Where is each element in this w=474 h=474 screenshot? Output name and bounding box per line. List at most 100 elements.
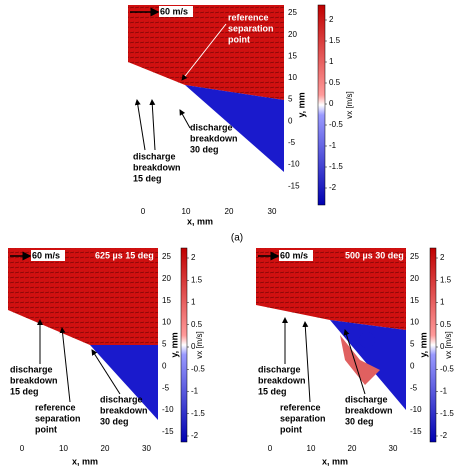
annotation: discharge bbox=[258, 364, 301, 374]
field-negative bbox=[359, 332, 375, 348]
x-tick-label: 30 bbox=[142, 444, 151, 453]
annotation: breakdown bbox=[10, 375, 58, 385]
annotation: breakdown bbox=[190, 133, 238, 143]
y-tick-label: 25 bbox=[410, 252, 419, 261]
colorbar-tick-label: 2 bbox=[191, 253, 196, 262]
colorbar-tick-label: 2 bbox=[329, 15, 334, 24]
colorbar-label: vx [m/s] bbox=[195, 331, 204, 359]
speed-label: 60 m/s bbox=[32, 250, 60, 260]
colorbar-tick-label: -2 bbox=[191, 431, 199, 440]
x-tick-label: 0 bbox=[268, 444, 273, 453]
colorbar-label: vx [m/s] bbox=[345, 91, 354, 119]
field-vectors bbox=[8, 248, 158, 345]
colorbar-tick-label: -1 bbox=[329, 141, 337, 150]
x-tick-label: 20 bbox=[225, 207, 234, 216]
colorbar-tick-label: 1 bbox=[440, 298, 445, 307]
speed-label: 60 m/s bbox=[280, 250, 308, 260]
x-tick-label: 10 bbox=[307, 444, 316, 453]
colorbar-tick-label: 0 bbox=[329, 99, 334, 108]
y-tick-label: 5 bbox=[410, 340, 415, 349]
x-tick-label: 20 bbox=[348, 444, 357, 453]
annotation-arrow bbox=[179, 109, 191, 129]
x-axis-label: x, mm bbox=[72, 456, 98, 466]
annotation: 15 deg bbox=[10, 386, 39, 396]
annotation: breakdown bbox=[345, 405, 393, 415]
colorbar-tick-label: -1 bbox=[440, 387, 448, 396]
y-tick-label: 0 bbox=[288, 116, 293, 125]
colorbar-tick-label: 0.5 bbox=[191, 320, 203, 329]
x-tick-label: 30 bbox=[268, 207, 277, 216]
colorbar-tick-label: -0.5 bbox=[191, 364, 205, 373]
annotation: reference bbox=[35, 402, 76, 412]
colorbar-tick-label: 1.5 bbox=[440, 275, 452, 284]
annotation-arrow bbox=[91, 349, 121, 395]
annotation-arrow bbox=[343, 329, 366, 395]
x-axis-label: x, mm bbox=[322, 456, 348, 466]
y-tick-label: 0 bbox=[410, 361, 415, 370]
annotation-arrow bbox=[302, 321, 311, 403]
y-tick-label: 15 bbox=[288, 51, 297, 60]
annotation: point bbox=[280, 424, 302, 434]
x-tick-label: 0 bbox=[20, 444, 25, 453]
panel-title: 625 µs 15 deg bbox=[95, 250, 154, 260]
annotation: 30 deg bbox=[190, 144, 219, 154]
colorbar-tick-label: -1 bbox=[191, 387, 199, 396]
y-tick-label: -15 bbox=[410, 427, 422, 436]
annotation-arrow bbox=[181, 23, 227, 81]
y-axis-label: y, mm bbox=[418, 332, 428, 357]
annotation: separation bbox=[35, 413, 81, 423]
y-tick-label: 5 bbox=[162, 340, 167, 349]
y-tick-label: 20 bbox=[288, 30, 297, 39]
label-bg bbox=[279, 250, 313, 261]
y-tick-label: 25 bbox=[162, 252, 171, 261]
y-tick-label: 15 bbox=[410, 296, 419, 305]
label-bg bbox=[159, 6, 193, 17]
x-tick-label: 0 bbox=[141, 207, 146, 216]
x-axis-label: x, mm bbox=[187, 216, 213, 226]
colorbar-tick-label: 0.5 bbox=[329, 78, 341, 87]
y-tick-label: 5 bbox=[288, 95, 293, 104]
x-tick-label: 30 bbox=[389, 444, 398, 453]
annotation: separation bbox=[280, 413, 326, 423]
colorbar-tick-label: -1.5 bbox=[440, 409, 454, 418]
y-tick-label: -5 bbox=[410, 383, 418, 392]
y-tick-label: 20 bbox=[410, 274, 419, 283]
y-tick-label: 0 bbox=[162, 361, 167, 370]
annotation: discharge bbox=[100, 394, 143, 404]
y-axis-label: y, mm bbox=[296, 92, 306, 117]
colorbar-tick-label: 0.5 bbox=[440, 320, 452, 329]
colorbar-tick-label: -2 bbox=[329, 183, 337, 192]
x-tick-label: 20 bbox=[101, 444, 110, 453]
colorbar-tick-label: -0.5 bbox=[440, 364, 454, 373]
colorbar-tick-label: 1.5 bbox=[191, 275, 203, 284]
colorbar-tick-label: 1 bbox=[191, 298, 196, 307]
y-tick-label: 20 bbox=[162, 274, 171, 283]
annotation: discharge bbox=[10, 364, 53, 374]
annotation: reference bbox=[280, 402, 321, 412]
y-tick-label: 15 bbox=[162, 296, 171, 305]
annotation: 30 deg bbox=[345, 416, 374, 426]
y-tick-label: 10 bbox=[162, 318, 171, 327]
field-vectors bbox=[128, 5, 284, 100]
annotation: discharge bbox=[133, 151, 176, 161]
annotation: breakdown bbox=[133, 162, 181, 172]
annotation: breakdown bbox=[100, 405, 148, 415]
annotation: 30 deg bbox=[100, 416, 129, 426]
colorbar bbox=[180, 247, 188, 443]
x-tick-label: 10 bbox=[59, 444, 68, 453]
annotation: discharge bbox=[345, 394, 388, 404]
annotation: breakdown bbox=[258, 375, 306, 385]
y-tick-label: 10 bbox=[410, 318, 419, 327]
x-tick-label: 10 bbox=[182, 207, 191, 216]
y-tick-label: -10 bbox=[288, 160, 300, 169]
colorbar-tick-label: -2 bbox=[440, 431, 448, 440]
annotation-arrow bbox=[59, 327, 71, 403]
field-negative bbox=[90, 345, 158, 420]
y-tick-label: 25 bbox=[288, 8, 297, 17]
colorbar-label: vx [m/s] bbox=[444, 331, 453, 359]
annotation: point bbox=[228, 34, 250, 44]
field-negative bbox=[185, 85, 284, 172]
y-tick-label: -15 bbox=[162, 427, 174, 436]
annotation: discharge bbox=[190, 122, 233, 132]
